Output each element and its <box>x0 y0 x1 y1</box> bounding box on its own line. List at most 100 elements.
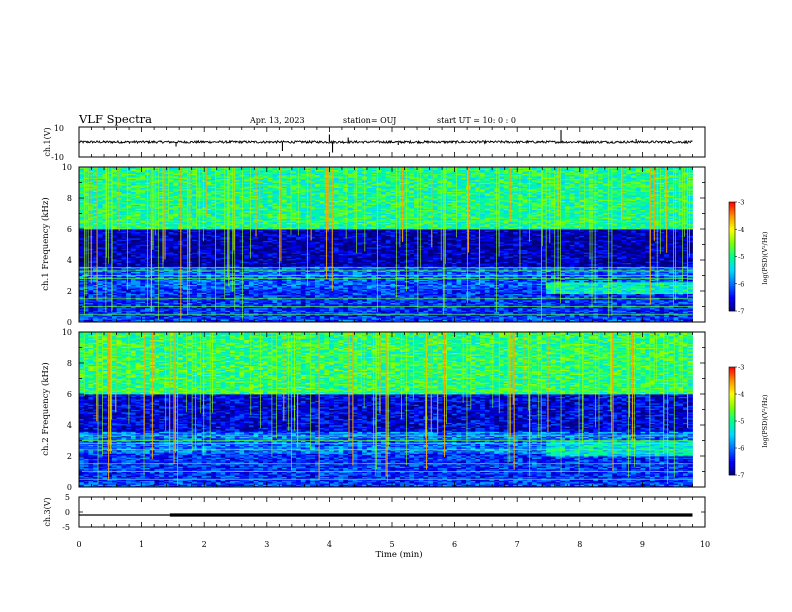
spec-cell <box>182 306 188 309</box>
spec-cell <box>173 296 179 298</box>
spec-cell <box>192 203 198 205</box>
spec-cell <box>102 271 108 274</box>
spec-cell <box>126 174 132 177</box>
spec-cell <box>173 267 179 270</box>
spec-cell <box>187 315 193 318</box>
spec-cell <box>121 190 127 192</box>
spec-cell <box>112 174 118 177</box>
spec-cell <box>192 198 198 200</box>
spec-cell <box>182 188 188 191</box>
spec-cell <box>154 318 160 320</box>
spec-cell <box>149 261 155 263</box>
start-time-label: start UT = 10: 0 : 0 <box>437 116 516 125</box>
spec-cell <box>93 194 99 196</box>
spec-cell <box>107 267 113 270</box>
spec-cell <box>159 262 165 265</box>
spec-cell <box>121 232 127 235</box>
spec-cell <box>97 247 103 249</box>
spec-cell <box>192 225 198 227</box>
spec-cell <box>154 285 160 288</box>
spec-cell <box>121 271 127 274</box>
spec-cell <box>187 307 193 310</box>
spec-cell <box>182 190 188 192</box>
spec-cell <box>163 177 170 180</box>
spec-cell <box>168 253 174 256</box>
spec-cell <box>130 201 137 204</box>
spec-cell <box>130 283 137 285</box>
spec-cell <box>135 309 141 311</box>
spec-cell <box>196 248 203 251</box>
spec-cell <box>173 217 179 220</box>
spec-cell <box>93 209 99 212</box>
spec-cell <box>182 239 188 242</box>
spec-cell <box>93 300 99 302</box>
spec-cell <box>107 223 113 226</box>
spec-cell <box>163 230 170 232</box>
spec-cell <box>79 241 85 244</box>
spec-cell <box>140 258 146 261</box>
spec-cell <box>173 239 179 242</box>
spec-cell <box>196 210 203 213</box>
spec-cell <box>107 306 113 309</box>
spec-cell <box>192 247 198 249</box>
spec-cell <box>102 225 108 227</box>
spec-cell <box>168 310 174 313</box>
spec-cell <box>168 172 174 174</box>
spec-cell <box>135 249 141 252</box>
spec-cell <box>88 287 94 289</box>
spec-cell <box>168 191 174 194</box>
spec-cell <box>116 236 122 239</box>
spec-cell <box>107 207 113 209</box>
spec-cell <box>154 170 160 173</box>
spec-cell <box>140 306 146 309</box>
spec-cell <box>173 192 179 195</box>
spec-cell <box>140 201 146 204</box>
spec-cell <box>182 298 188 301</box>
spec-cell <box>83 297 89 300</box>
spec-cell <box>159 305 165 307</box>
spec-cell <box>168 204 174 207</box>
spec-cell <box>173 258 179 261</box>
spec-cell <box>149 311 155 314</box>
spec-cell <box>168 236 174 239</box>
spec-cell <box>173 307 179 310</box>
spec-cell <box>121 244 127 247</box>
spec-cell <box>79 262 85 265</box>
spec-cell <box>97 298 103 301</box>
spec-cell <box>130 226 137 229</box>
spec-cell <box>112 275 118 278</box>
spec-cell <box>97 305 103 307</box>
spec-cell <box>149 253 155 256</box>
spec-cell <box>149 216 155 218</box>
spec-cell <box>182 210 188 213</box>
spec-cell <box>149 219 155 222</box>
spec-cell <box>196 285 203 288</box>
spec-cell <box>130 258 137 261</box>
spec-cell <box>135 274 141 276</box>
spec-cell <box>126 314 132 316</box>
spec-cell <box>93 176 99 178</box>
spec-cell <box>182 230 188 232</box>
spec-cell <box>116 311 122 314</box>
spec-cell <box>168 177 174 180</box>
spec-cell <box>159 276 165 279</box>
spec-cell <box>79 222 85 225</box>
spec-cell <box>130 279 137 282</box>
spec-cell <box>159 203 165 205</box>
spec-cell <box>182 232 188 235</box>
spec-cell <box>173 218 179 221</box>
spec-cell <box>121 302 127 305</box>
spec-cell <box>121 280 127 283</box>
spec-cell <box>154 218 160 221</box>
spec-cell <box>196 212 203 214</box>
spec-cell <box>112 234 118 236</box>
spec-cell <box>126 205 132 208</box>
spec-cell <box>107 182 113 185</box>
spec-cell <box>102 298 108 301</box>
spec-cell <box>116 305 122 307</box>
spec-cell <box>102 230 108 232</box>
spec-cell <box>182 179 188 182</box>
spec-cell <box>102 314 108 316</box>
spec-cell <box>168 217 174 220</box>
spec-cell <box>149 234 155 236</box>
